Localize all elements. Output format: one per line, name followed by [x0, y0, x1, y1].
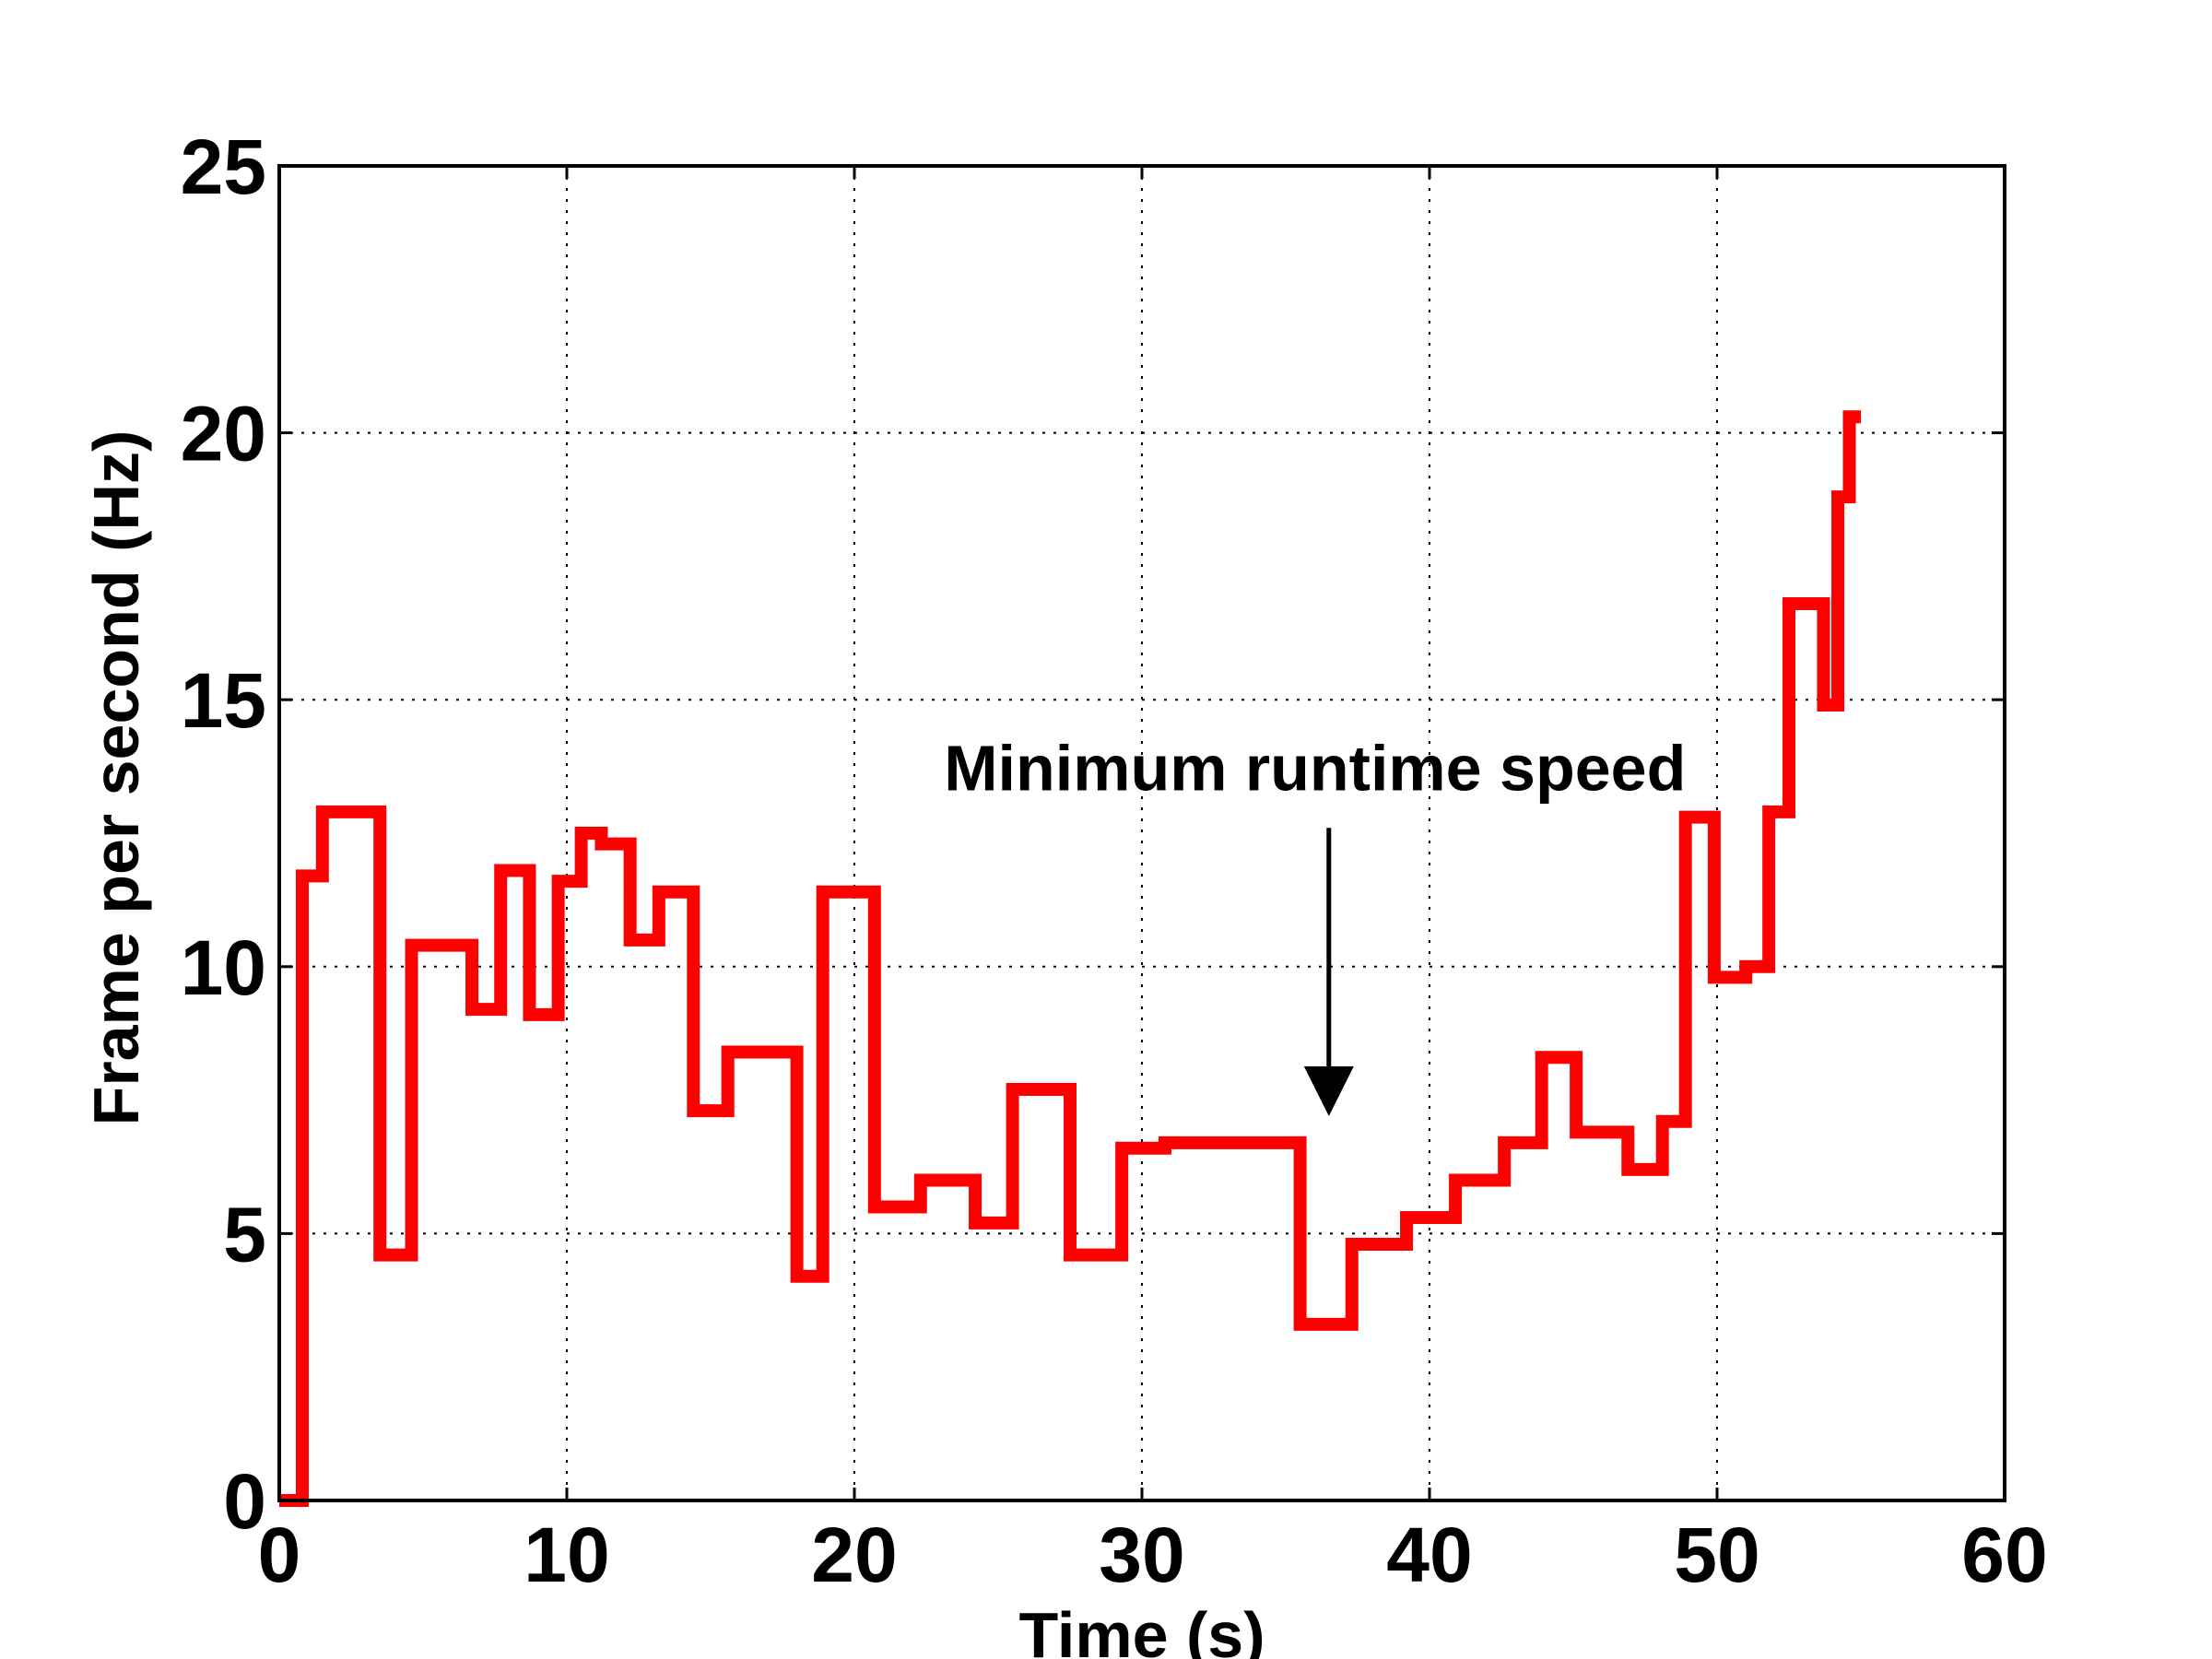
- y-tick-label: 10: [181, 924, 266, 1011]
- x-tick-label: 60: [1961, 1512, 2047, 1598]
- x-tick-label: 20: [811, 1512, 897, 1598]
- annotation-text: Minimum runtime speed: [944, 733, 1686, 805]
- y-tick-label: 15: [181, 657, 266, 744]
- x-tick-label: 40: [1386, 1512, 1472, 1598]
- annotations: Minimum runtime speed: [944, 733, 1686, 1116]
- series-line: [279, 410, 1861, 1507]
- annotation-arrow-head: [1303, 1065, 1354, 1116]
- x-tick-label: 50: [1674, 1512, 1759, 1598]
- y-tick-label: 20: [181, 391, 266, 477]
- grid: [279, 166, 2005, 1500]
- series-layer: [279, 410, 1861, 1507]
- ticks: 0 10 20 30 40 50 60 0 5 10 15 20 25: [181, 124, 2048, 1598]
- y-tick-label: 0: [223, 1458, 266, 1545]
- y-axis-label: Frame per second (Hz): [80, 430, 152, 1126]
- x-tick-label: 30: [1099, 1512, 1184, 1598]
- x-tick-label: 10: [524, 1512, 609, 1598]
- x-axis-label: Time (s): [1018, 1599, 1265, 1659]
- y-tick-label: 25: [181, 124, 266, 210]
- y-tick-label: 5: [223, 1191, 266, 1277]
- x-tick-label: 0: [258, 1512, 301, 1598]
